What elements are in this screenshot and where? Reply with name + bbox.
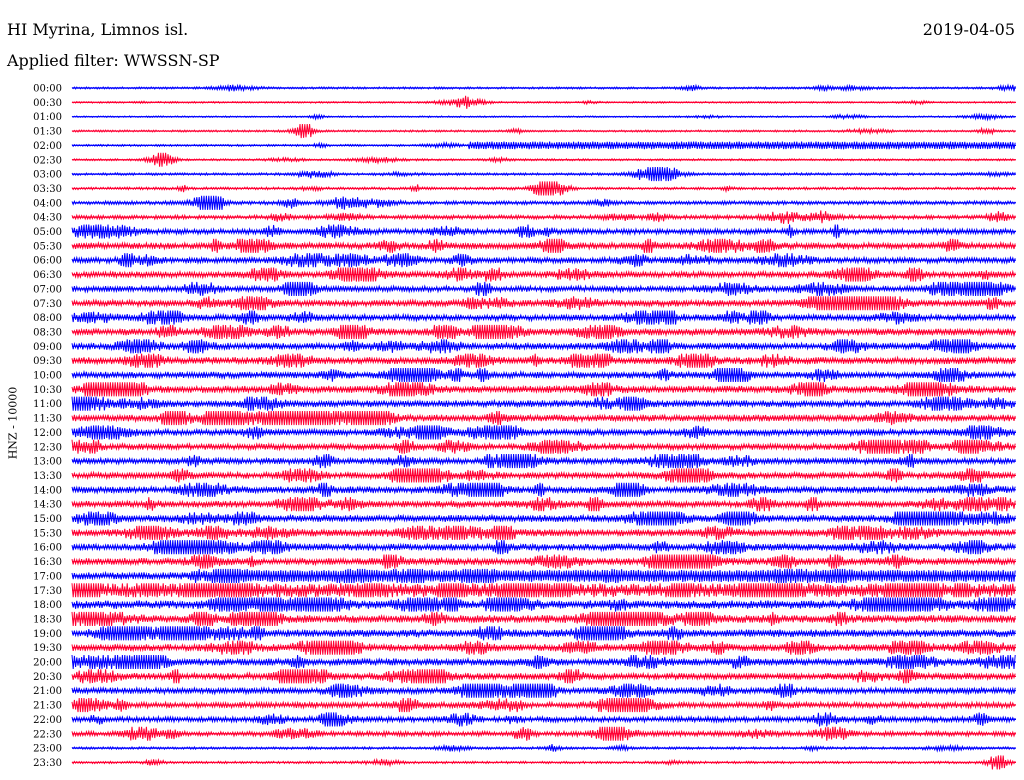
trace-0430 (71, 210, 1016, 224)
time-label-1900: 19:00 (33, 629, 62, 640)
trace-0200 (71, 140, 1016, 150)
time-label-2100: 21:00 (33, 686, 62, 697)
trace-0830 (71, 324, 1016, 340)
trace-1530 (71, 525, 1016, 540)
trace-0930 (71, 353, 1016, 368)
trace-1830 (71, 611, 1016, 627)
trace-0600 (71, 253, 1016, 268)
time-label-1630: 16:30 (33, 557, 62, 568)
time-label-1530: 15:30 (33, 528, 62, 539)
trace-1700 (71, 568, 1016, 583)
time-label-1130: 11:30 (33, 414, 62, 425)
trace-1230 (71, 439, 1016, 454)
time-label-2130: 21:30 (33, 701, 62, 712)
time-label-0730: 07:30 (33, 299, 62, 310)
trace-1130 (71, 410, 1016, 426)
filter-label: Applied filter: WWSSN-SP (7, 51, 220, 70)
time-label-1930: 19:30 (33, 643, 62, 654)
time-label-0030: 00:30 (33, 98, 62, 109)
time-label-2000: 20:00 (33, 658, 62, 669)
date-label: 2019-04-05 (922, 20, 1015, 39)
time-label-0200: 02:00 (33, 141, 62, 152)
trace-0530 (71, 238, 1016, 253)
trace-0500 (71, 224, 1016, 239)
time-label-1800: 18:00 (33, 600, 62, 611)
time-label-0000: 00:00 (33, 84, 62, 95)
trace-0800 (71, 310, 1016, 325)
time-label-0830: 08:30 (33, 327, 62, 338)
trace-0130 (71, 123, 1016, 139)
time-label-1730: 17:30 (33, 586, 62, 597)
time-label-1400: 14:00 (33, 485, 62, 496)
time-label-1230: 12:30 (33, 442, 62, 453)
time-label-0630: 06:30 (33, 270, 62, 281)
time-label-0430: 04:30 (33, 213, 62, 224)
time-label-1030: 10:30 (33, 385, 62, 396)
trace-1300 (71, 454, 1016, 469)
time-label-1000: 10:00 (33, 371, 62, 382)
time-label-0800: 08:00 (33, 313, 62, 324)
trace-1630 (71, 554, 1016, 569)
trace-0730 (71, 296, 1016, 311)
time-label-1600: 16:00 (33, 543, 62, 554)
trace-1330 (71, 468, 1016, 483)
time-label-0400: 04:00 (33, 198, 62, 209)
trace-2030 (71, 669, 1016, 684)
trace-1600 (71, 540, 1016, 555)
trace-1200 (71, 425, 1016, 440)
trace-1030 (71, 382, 1016, 397)
time-label-1200: 12:00 (33, 428, 62, 439)
time-label-2030: 20:30 (33, 672, 62, 683)
time-label-1100: 11:00 (33, 399, 62, 410)
trace-1900 (71, 626, 1016, 641)
time-label-0930: 09:30 (33, 356, 62, 367)
trace-0330 (71, 181, 1016, 196)
trace-0700 (71, 281, 1016, 296)
trace-2200 (71, 712, 1016, 727)
trace-2130 (71, 697, 1016, 713)
time-label-0500: 05:00 (33, 227, 62, 238)
trace-0630 (71, 267, 1016, 282)
time-label-0100: 01:00 (33, 112, 62, 123)
time-label-1330: 13:30 (33, 471, 62, 482)
trace-1930 (71, 640, 1016, 655)
trace-0400 (71, 195, 1016, 210)
traces (71, 83, 1016, 770)
time-label-0530: 05:30 (33, 241, 62, 252)
time-label-1830: 18:30 (33, 614, 62, 625)
trace-0900 (71, 339, 1016, 354)
time-label-1500: 15:00 (33, 514, 62, 525)
trace-1730 (71, 583, 1016, 598)
time-label-1300: 13:00 (33, 457, 62, 468)
trace-1430 (71, 497, 1016, 512)
time-label-1700: 17:00 (33, 571, 62, 582)
time-label-0300: 03:00 (33, 170, 62, 181)
trace-1400 (71, 482, 1016, 497)
time-label-2230: 22:30 (33, 729, 62, 740)
time-label-0330: 03:30 (33, 184, 62, 195)
time-label-2300: 23:00 (33, 744, 62, 755)
station-title: HI Myrina, Limnos isl. (7, 20, 189, 39)
trace-1500 (71, 511, 1016, 526)
trace-2300 (71, 743, 1016, 753)
trace-1100 (71, 396, 1016, 411)
time-label-2200: 22:00 (33, 715, 62, 726)
time-label-0900: 09:00 (33, 342, 62, 353)
time-label-1430: 14:30 (33, 500, 62, 511)
trace-2000 (71, 654, 1016, 670)
time-label-2330: 23:30 (33, 758, 62, 769)
trace-2230 (71, 726, 1016, 741)
time-label-0700: 07:00 (33, 284, 62, 295)
trace-1800 (71, 597, 1016, 612)
trace-2100 (71, 683, 1016, 698)
time-label-0600: 06:00 (33, 256, 62, 267)
time-label-0130: 01:30 (33, 127, 62, 138)
time-label-0230: 02:30 (33, 155, 62, 166)
time-labels: 00:00 00:30 01:00 01:30 02:00 02:30 03:00 03:30… (33, 84, 62, 769)
trace-1000 (71, 367, 1016, 383)
